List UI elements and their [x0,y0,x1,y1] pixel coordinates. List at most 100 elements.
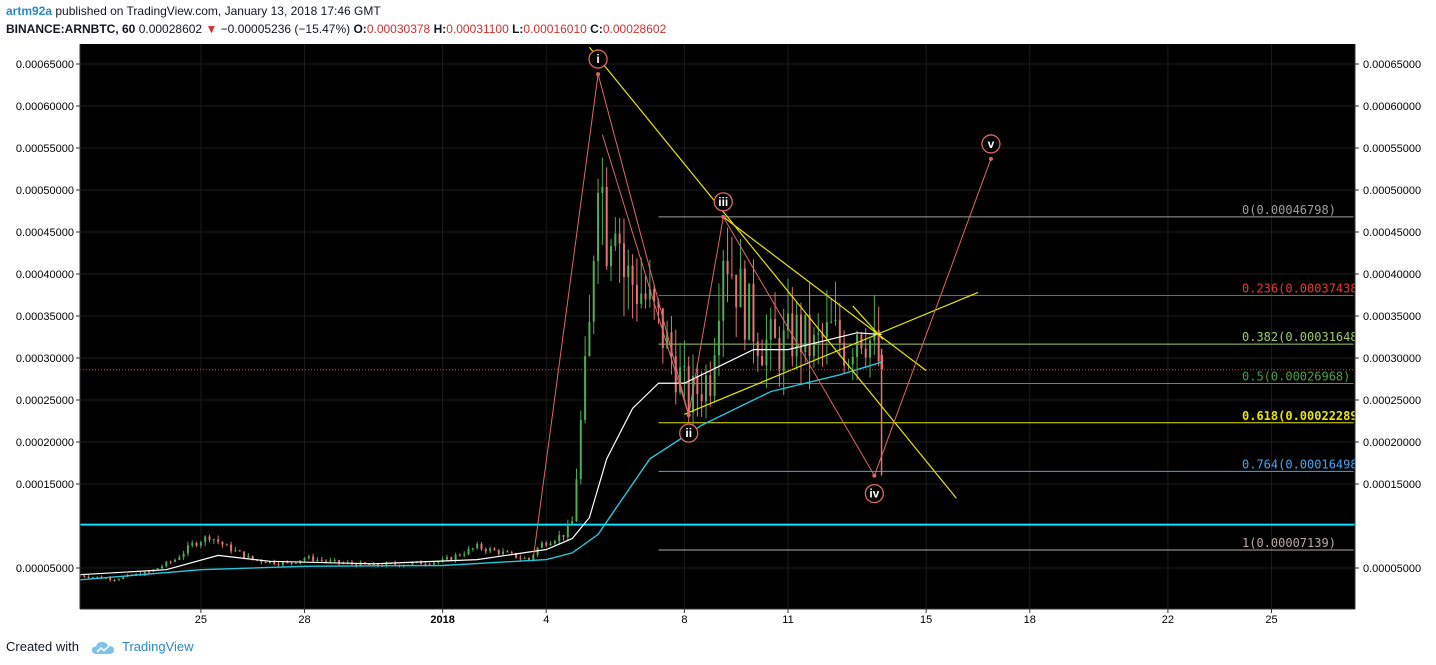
candle-body-86 [450,557,453,560]
fib-label-2: 0.382(0.00031648 [1242,330,1358,344]
y-tick-left-7: 0.00030000 [16,353,74,365]
y-tick-right-6: 0.00035000 [1363,311,1421,323]
candle-body-25 [186,545,189,554]
candle-body-92 [476,544,479,549]
x-axis: 25 28 2018 4 8 11 15 18 22 25 [80,608,1355,626]
y-axis-right-bg [1355,40,1436,630]
y-axis-left-bg [0,40,80,630]
x-tick-5: 11 [782,614,793,626]
candle-body-153 [739,268,742,308]
publish-line: artm92a published on TradingView.com, Ja… [6,4,381,18]
wave-label-0: i [596,52,599,66]
candle-body-152 [735,275,738,308]
candle-body-22 [173,559,176,562]
candle-body-97 [497,550,500,554]
candle-body-110 [553,541,556,544]
candle-body-47 [281,562,284,566]
candle-body-177 [843,343,846,366]
candle-body-26 [191,542,194,546]
trendline-0 [588,46,957,499]
y-tick-left-10: 0.00015000 [16,479,74,491]
candle-body-87 [454,554,457,560]
candle-body-159 [765,339,768,366]
wave-badge-4 [981,134,1001,154]
candle-body-85 [445,557,448,560]
candle-body-94 [484,548,487,552]
close-label: C: [590,22,603,36]
tradingview-link[interactable]: TradingView [122,639,194,654]
candle-body-1 [83,575,86,577]
grid [80,44,1355,609]
candle-body-156 [752,283,755,342]
candle-body-24 [182,553,185,558]
candle-body-149 [722,260,725,321]
candle-body-163 [782,330,785,371]
candle-body-69 [376,563,379,566]
open-value: 0.00030378 [366,22,431,36]
candle-body-133 [653,288,656,302]
fib-label-1: 0.236(0.00037438 [1242,282,1358,296]
candle-body-169 [808,314,811,357]
candle-body-90 [467,548,470,555]
trendline-2 [722,216,927,372]
candle-body-117 [584,356,587,420]
candle-body-130 [640,293,643,304]
candle-body-35 [230,544,233,552]
candle-body-157 [756,341,759,357]
candle-body-114 [571,521,574,525]
candle-body-16 [148,571,151,573]
candle-body-100 [510,551,513,553]
candle-body-146 [709,375,712,396]
candle-body-31 [212,539,215,541]
candle-body-48 [286,562,289,564]
candle-body-144 [700,394,703,402]
high-label: H: [433,22,447,36]
y-tick-right-7: 0.00030000 [1363,353,1421,365]
y-tick-left-2: 0.00055000 [16,143,74,155]
wave-path-alt [601,134,690,416]
candle-body-40 [251,555,254,560]
candle-body-166 [795,314,798,357]
y-tick-left-0: 0.00065000 [16,59,74,71]
candle-body-171 [817,333,820,335]
candle-body-18 [156,568,159,570]
y-tick-right-9: 0.00020000 [1363,437,1421,449]
low-value: 0.00016010 [523,22,587,36]
candle-body-55 [316,559,319,562]
wave-badge-3 [864,483,885,504]
fib-label-3: 0.5(0.00026968) [1242,369,1350,383]
x-tick-7: 18 [1024,614,1036,626]
plot-area[interactable] [80,44,1355,609]
x-tick-8: 22 [1162,614,1174,626]
candle-body-170 [812,334,815,357]
wave-badge-0 [588,49,608,69]
candle-body-82 [433,562,436,565]
candle-body-80 [424,564,427,566]
candle-body-2 [87,576,90,578]
high-value: 0.00031100 [446,22,509,36]
candle-body-8 [113,579,116,581]
candle-body-131 [644,293,647,300]
author-link[interactable]: artm92a [6,4,53,18]
price-chart[interactable]: 0(0.00046798) 0.236(0.00037438 0.382(0.000… [0,40,1436,630]
candle-body-118 [588,321,591,357]
candle-body-113 [566,524,569,537]
candle-body-19 [161,566,164,569]
candle-body-89 [463,554,466,556]
tradingview-cloud-icon [91,641,114,654]
candle-body-136 [666,332,669,348]
candle-body-64 [355,564,358,567]
wave-point-0 [596,72,601,77]
candle-body-167 [799,314,802,353]
candle-body-106 [536,547,539,556]
x-tick-2: 2018 [430,614,454,626]
candle-body-125 [618,233,621,244]
wave-label-1: ii [685,426,692,440]
wave-badge-2 [713,192,733,212]
wave-label-2: iii [718,195,728,209]
candle-body-56 [320,559,323,561]
candle-body-141 [687,366,690,413]
candle-body-127 [627,265,630,277]
candle-body-111 [558,535,561,542]
candle-body-160 [769,319,772,340]
